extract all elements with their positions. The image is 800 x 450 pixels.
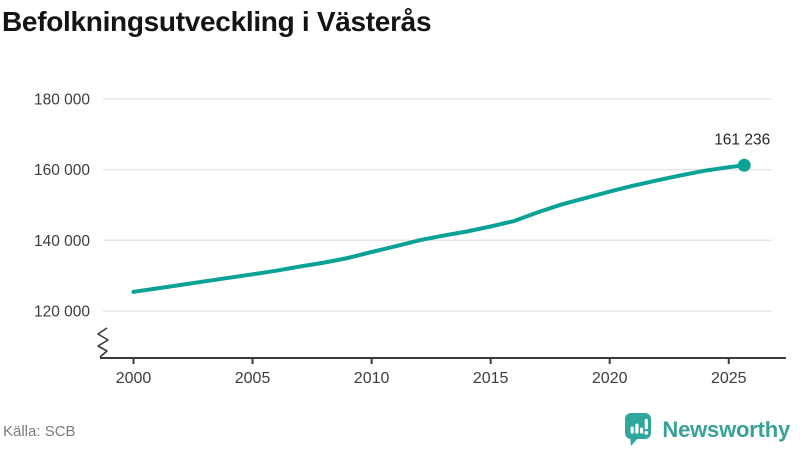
x-axis-label: 2020 <box>592 370 628 387</box>
x-axis-label: 2000 <box>116 370 152 387</box>
population-line-chart: 120 000 140 000 160 000 180 000 2000 2005 2010… <box>34 91 786 387</box>
axis-break-icon <box>97 327 109 358</box>
population-line <box>131 163 747 294</box>
latest-value-dot <box>737 158 751 172</box>
x-axis-label: 2025 <box>711 370 747 387</box>
y-axis-label: 160 000 <box>34 162 90 179</box>
source-caption: Källa: SCB <box>3 423 76 440</box>
newsworthy-wordmark: Newsworthy <box>662 416 790 442</box>
latest-value-label: 161 236 <box>714 131 770 148</box>
x-axis-label: 2010 <box>354 370 390 387</box>
x-axis-label: 2005 <box>235 370 271 387</box>
y-axis-label: 120 000 <box>34 304 90 321</box>
chart-title: Befolkningsutveckling i Västerås <box>2 6 432 37</box>
x-axis-label: 2015 <box>473 370 509 387</box>
newsworthy-icon <box>625 413 652 446</box>
y-axis-label: 180 000 <box>34 91 90 108</box>
newsworthy-logo[interactable]: Newsworthy <box>625 413 790 446</box>
y-axis-label: 140 000 <box>34 233 90 250</box>
